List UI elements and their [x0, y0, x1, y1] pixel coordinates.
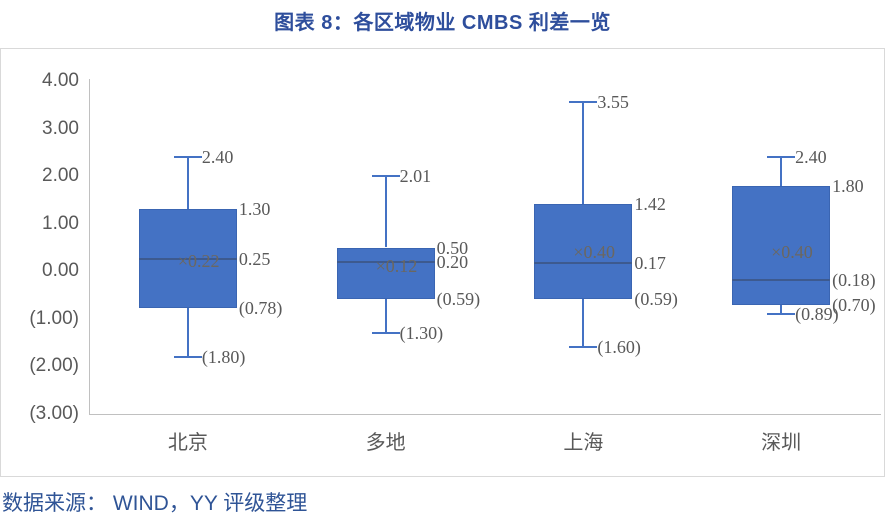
whisker-cap-lower: [173, 355, 202, 358]
median-line: [534, 262, 633, 264]
whisker-line-lower: [780, 304, 783, 314]
whisker-cap-upper: [569, 101, 598, 104]
whisker-cap-upper: [767, 156, 796, 159]
y-tick-label: 4.00: [42, 70, 79, 91]
whisker-line-upper: [780, 157, 783, 186]
whisker-low-label: (1.80): [201, 346, 246, 367]
y-tick-label: 2.00: [42, 165, 79, 187]
median-label: (0.18): [832, 269, 876, 290]
median-label: 0.17: [634, 253, 666, 274]
category-label: 北京: [167, 432, 208, 454]
whisker-line-lower: [384, 299, 387, 334]
q3-label: 0.50: [436, 237, 469, 258]
y-tick-label: 3.00: [42, 117, 79, 139]
median-label: 0.25: [238, 249, 271, 270]
q3-label: 1.80: [832, 175, 864, 196]
whisker-cap-upper: [173, 156, 202, 159]
whisker-high-label: 3.55: [597, 92, 629, 113]
y-axis-line: [89, 79, 90, 414]
median-line: [732, 278, 831, 281]
median-label: 0.20: [436, 251, 469, 272]
median-line: [336, 260, 435, 263]
chart-title: 图表 8：各区域物业 CMBS 利差一览: [274, 12, 611, 34]
whisker-high-label: 2.40: [795, 147, 827, 168]
y-tick-label: (2.00): [29, 355, 79, 377]
mean-marker: ×0.40: [771, 242, 813, 263]
box: [336, 247, 435, 300]
median-line: [138, 258, 237, 261]
whisker-line-upper: [384, 175, 387, 248]
whisker-low-label: (0.89): [795, 303, 839, 324]
whisker-low-label: (1.60): [597, 337, 641, 358]
q1-label: (0.59): [436, 289, 481, 310]
mean-marker: ×0.22: [177, 250, 220, 271]
whisker-cap-lower: [569, 346, 598, 349]
whisker-line-lower: [582, 299, 585, 348]
q3-label: 1.30: [238, 199, 271, 220]
y-tick-label: (1.00): [29, 307, 79, 329]
whisker-line-upper: [582, 102, 585, 204]
q1-label: (0.70): [832, 294, 876, 315]
data-source-note: 数据来源： WIND，YY 评级整理: [2, 492, 308, 515]
box: [534, 203, 633, 300]
q3-label: 1.42: [634, 193, 666, 214]
mean-marker: ×0.12: [375, 255, 418, 276]
whisker-high-label: 2.01: [399, 165, 432, 186]
category-label: 多地: [365, 432, 406, 454]
whisker-low-label: (1.30): [399, 323, 444, 344]
chart-plot: 4.00 3.00 2.00 1.00 0.00 (1.00) (2.00) (3.00) ×0…: [1, 49, 884, 476]
q1-label: (0.78): [238, 298, 283, 319]
whisker-cap-upper: [371, 174, 400, 177]
whisker-cap-lower: [371, 332, 400, 335]
y-tick-label: (3.00): [29, 403, 79, 424]
box: [732, 185, 831, 305]
category-label: 上海: [563, 432, 604, 454]
chart-frame: 4.00 3.00 2.00 1.00 0.00 (1.00) (2.00) (3.00) ×0…: [0, 48, 885, 477]
whisker-cap-lower: [767, 312, 796, 315]
y-tick-label: 1.00: [42, 212, 79, 234]
whisker-line-lower: [186, 308, 189, 357]
q1-label: (0.59): [634, 289, 678, 310]
x-axis-line: [89, 414, 881, 415]
y-tick-label: 0.00: [42, 260, 79, 282]
whisker-high-label: 2.40: [201, 147, 234, 168]
category-label: 深圳: [761, 432, 802, 454]
whisker-line-upper: [186, 157, 189, 210]
mean-marker: ×0.40: [573, 242, 616, 263]
